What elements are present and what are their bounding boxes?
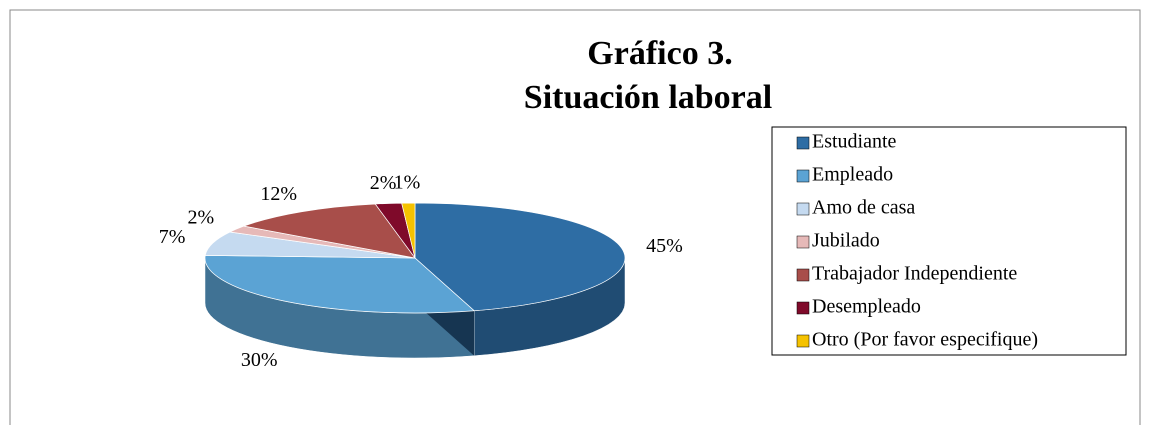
data-label: 30% <box>241 349 278 371</box>
legend-swatch <box>796 136 810 150</box>
slice <box>204 255 476 314</box>
chart-subtitle: Situación laboral <box>524 79 772 116</box>
legend-swatch <box>796 268 810 282</box>
data-label: 45% <box>646 235 683 257</box>
legend-label: Trabajador Independiente <box>812 263 1017 285</box>
data-label: 2% <box>370 172 397 194</box>
data-label: 7% <box>159 226 186 248</box>
slice <box>242 203 416 259</box>
legend-swatch <box>796 301 810 315</box>
legend-swatch <box>796 169 810 183</box>
data-label: 2% <box>188 206 215 228</box>
slice <box>414 202 626 312</box>
legend-swatch <box>796 202 810 216</box>
legend-label: Empleado <box>812 164 893 186</box>
legend-swatch <box>796 235 810 249</box>
legend-label: Amo de casa <box>812 197 915 219</box>
legend-swatch <box>796 334 810 348</box>
chart-title: Gráfico 3. <box>587 35 732 72</box>
slice <box>401 202 416 259</box>
legend-label: Jubilado <box>812 230 880 252</box>
legend-box <box>771 126 1127 356</box>
legend-label: Desempleado <box>812 296 921 318</box>
data-label: 1% <box>394 171 421 193</box>
chart-frame <box>9 9 1141 425</box>
legend-label: Otro (Por favor especifique) <box>812 329 1038 351</box>
legend-label: Estudiante <box>812 131 897 153</box>
data-label: 12% <box>260 183 297 205</box>
